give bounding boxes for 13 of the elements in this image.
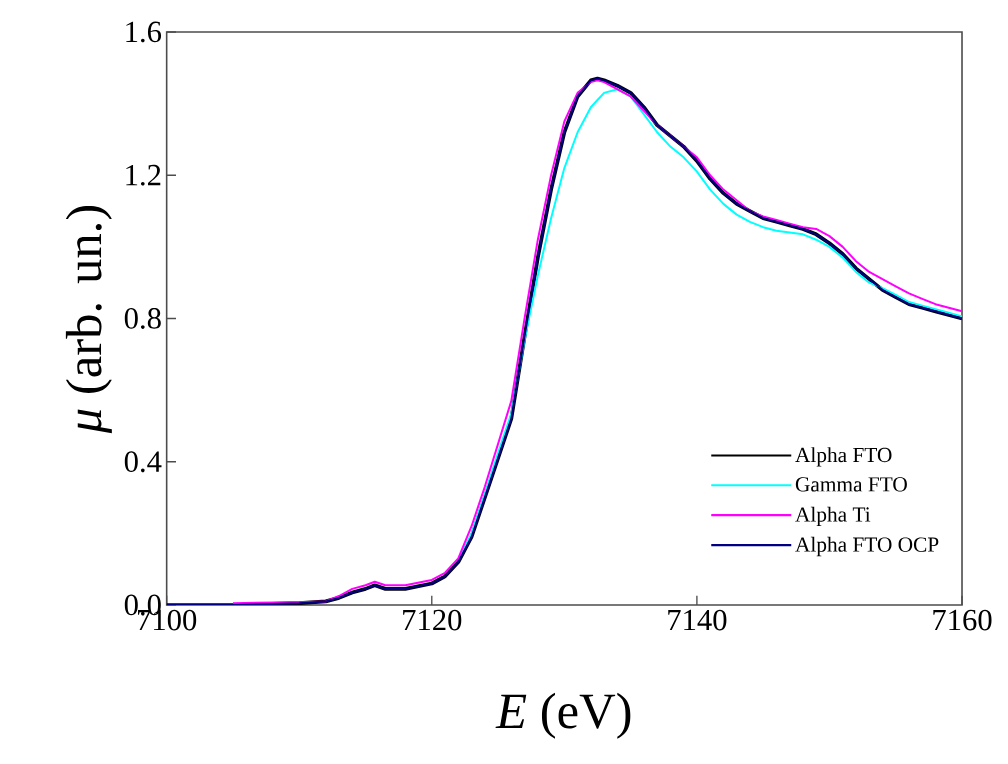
legend-label: Alpha FTO OCP xyxy=(795,536,939,557)
legend-label: Gamma FTO xyxy=(795,477,907,492)
y-tick-label: 1.2 xyxy=(126,164,161,186)
x-tick-label: 7160 xyxy=(933,609,992,631)
legend-label: Alpha Ti xyxy=(795,506,871,527)
x-axis-title: E (eV) xyxy=(495,692,631,739)
y-tick-label: 0.4 xyxy=(124,451,162,473)
y-tick-label: 0.8 xyxy=(124,308,161,329)
y-tick-label: 1.6 xyxy=(126,21,162,43)
x-tick-label: 7140 xyxy=(668,609,727,631)
x-tick-label: 7120 xyxy=(403,609,462,631)
legend-label: Alpha FTO xyxy=(795,447,892,467)
y-axis-title: μ (arb. un.) xyxy=(65,206,112,434)
